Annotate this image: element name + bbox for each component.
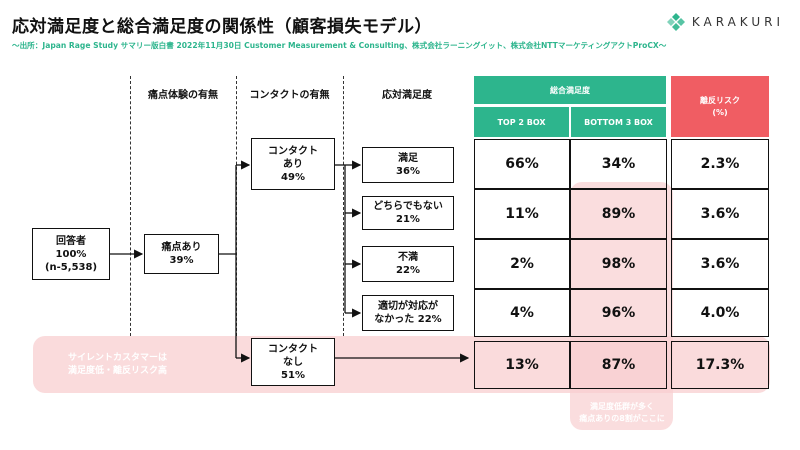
satisfaction-label: どちらでもない (373, 201, 443, 212)
cell-top2-row1: 66% (474, 139, 570, 189)
churn-risk-unit: (%) (712, 107, 728, 117)
pain-yes-label: 痛点あり (161, 242, 202, 253)
respondents-label: 回答者 (55, 235, 86, 247)
cell-bottom3-row1: 34% (570, 139, 667, 189)
satisfaction-percent: 36% (396, 166, 420, 177)
bottom3-note-line2: 痛点ありの8割がここに (579, 414, 665, 423)
page-title: 応対満足度と総合満足度の関係性（顧客損失モデル） (12, 17, 432, 37)
satisfaction-percent: 21% (396, 214, 420, 225)
cell-top2-row4: 4% (474, 289, 570, 337)
contact-yes-label: コンタクト (268, 145, 318, 157)
logo-text: KARAKURI (691, 15, 784, 29)
satisfaction-percent: 22% (396, 265, 420, 276)
column-divider-3 (343, 76, 344, 336)
contact-no-percent: 51% (281, 369, 305, 381)
karakuri-diamond-icon (666, 13, 685, 31)
satisfaction-label: 適切が対応が (377, 301, 438, 312)
satisfaction-label: 不満 (398, 252, 418, 263)
pain-yes-percent: 39% (169, 255, 194, 266)
cell-bottom3-row4: 96% (570, 289, 667, 337)
contact-yes-percent: 49% (281, 171, 305, 183)
cell-risk-row1: 2.3% (671, 139, 769, 189)
column-divider-1 (130, 76, 131, 336)
contact-yes-sublabel: あり (283, 158, 303, 170)
satisfaction-label: 満足 (398, 153, 418, 164)
satisfaction-percent: なかった 22% (374, 314, 442, 325)
cell-risk-row4: 4.0% (671, 289, 769, 337)
respondents-count: (n-5,538) (44, 261, 98, 273)
bottom3-note-line1: 満足度低群が多く (590, 402, 654, 411)
header-bottom3-box: BOTTOM 3 BOX (571, 107, 666, 137)
silent-note-line2: 満足度低・離反リスク高 (68, 366, 168, 376)
bottom3-note: 満足度低群が多く 痛点ありの8割がここに (572, 401, 672, 425)
contact-yes-box: コンタクト あり 49% (251, 138, 335, 190)
cell-bottom3-row2: 89% (570, 189, 667, 239)
contact-no-label: コンタクト (268, 343, 318, 355)
header-churn-risk: 離反リスク (%) (671, 76, 769, 137)
churn-risk-label: 離反リスク (700, 95, 740, 105)
cell-bottom3-row5: 87% (570, 341, 667, 389)
satisfaction-box-no-proper-response: 適切が対応が なかった 22% (362, 295, 454, 331)
contact-no-box: コンタクト なし 51% (251, 338, 335, 386)
source-subtitle: 〜出所：Japan Rage Study サマリー版白書 2022年11月30日… (12, 41, 667, 50)
header-overall-satisfaction: 総合満足度 (474, 76, 666, 104)
header-contact: コンタクトの有無 (249, 90, 330, 101)
pain-yes-box: 痛点あり 39% (144, 234, 219, 274)
contact-no-sublabel: なし (283, 356, 303, 368)
cell-risk-row2: 3.6% (671, 189, 769, 239)
cell-risk-row5: 17.3% (671, 341, 769, 389)
cell-risk-row3: 3.6% (671, 239, 769, 289)
cell-top2-row3: 2% (474, 239, 570, 289)
cell-top2-row5: 13% (474, 341, 570, 389)
karakuri-logo: KARAKURI (666, 12, 784, 32)
satisfaction-box-neutral: どちらでもない 21% (362, 196, 454, 230)
cell-bottom3-row3: 98% (570, 239, 667, 289)
cell-top2-row2: 11% (474, 189, 570, 239)
silent-note-line1: サイレントカスタマーは (68, 353, 168, 363)
header-top2-box: TOP 2 BOX (474, 107, 569, 137)
header-response-satisfaction: 応対満足度 (382, 90, 432, 101)
respondents-box: 回答者 100% (n-5,538) (32, 228, 110, 280)
satisfaction-box-satisfied: 満足 36% (362, 147, 454, 183)
respondents-percent: 100% (55, 248, 87, 260)
silent-customer-note: サイレントカスタマーは 満足度低・離反リスク高 (68, 352, 167, 378)
satisfaction-box-dissatisfied: 不満 22% (362, 246, 454, 282)
header-pain-experience: 痛点体験の有無 (148, 90, 218, 101)
